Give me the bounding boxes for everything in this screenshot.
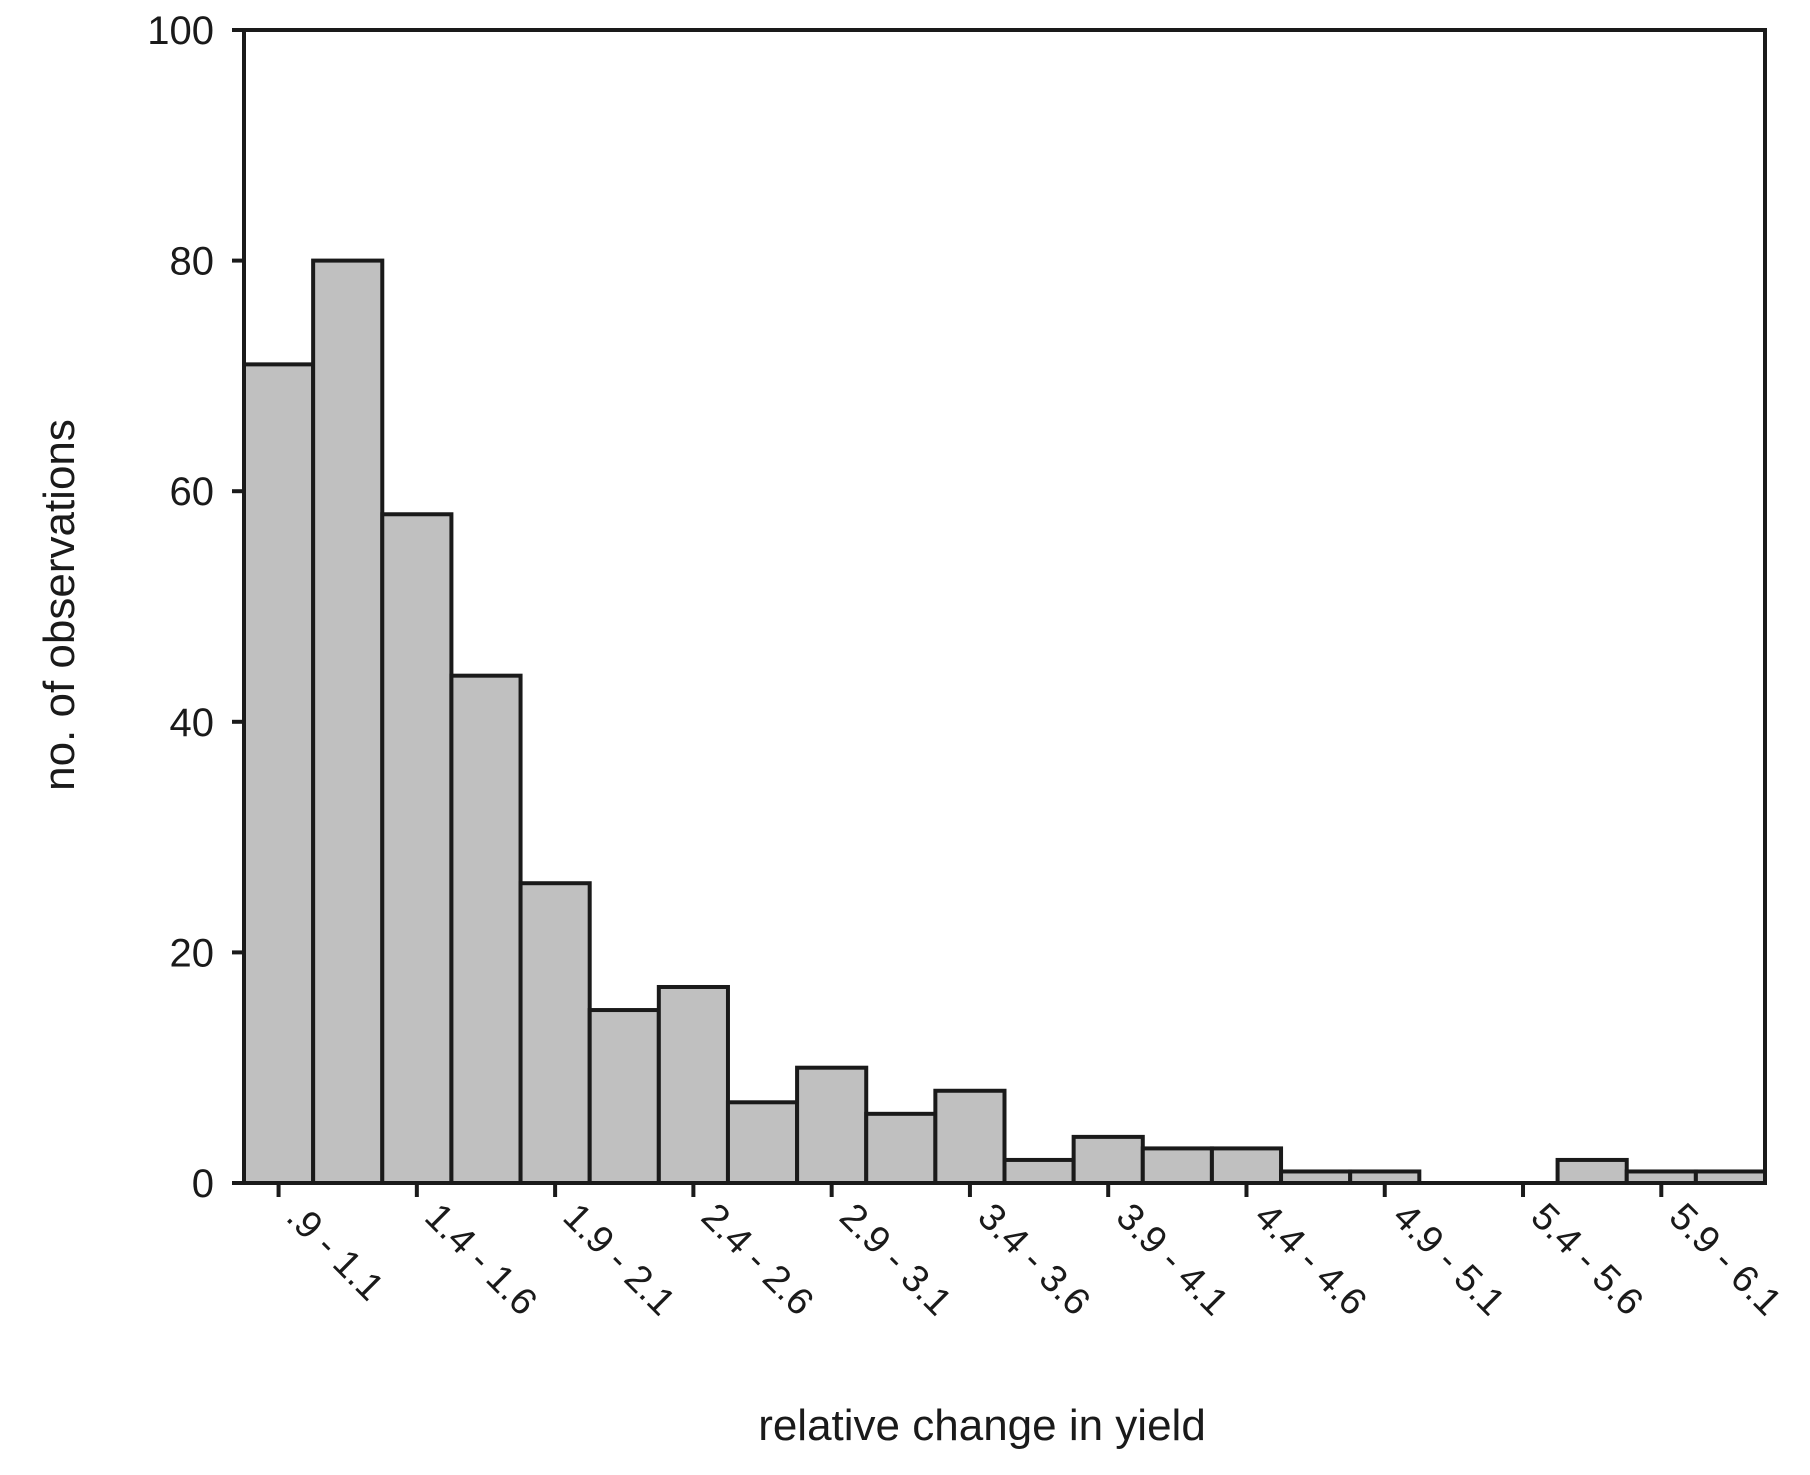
- histogram-bar: [933, 1088, 1007, 1186]
- x-tick-label: 5.4 - 5.6: [1523, 1196, 1651, 1324]
- x-tick-label: 3.4 - 3.6: [970, 1196, 1098, 1324]
- histogram-bar: [1209, 1146, 1284, 1186]
- histogram-bar: [242, 362, 316, 1185]
- bars-layer: [242, 258, 1767, 1186]
- histogram-bar: [1140, 1146, 1214, 1186]
- x-tick-label: 1.4 - 1.6: [416, 1196, 544, 1324]
- y-tick-label: 0: [192, 1162, 214, 1206]
- histogram-bar: [311, 258, 385, 1186]
- x-tick-label: 2.9 - 3.1: [831, 1196, 959, 1324]
- y-tick-label: 40: [170, 701, 215, 745]
- x-tick-label: 3.9 - 4.1: [1108, 1196, 1236, 1324]
- histogram-bar: [1071, 1134, 1145, 1186]
- x-tick-label: 5.9 - 6.1: [1661, 1196, 1789, 1324]
- x-tick-label: 4.4 - 4.6: [1246, 1196, 1374, 1324]
- histogram-bar: [725, 1100, 800, 1186]
- x-axis-title: relative change in yield: [758, 1401, 1206, 1450]
- y-tick-label: 60: [170, 470, 215, 514]
- histogram-bar: [1002, 1157, 1076, 1185]
- histogram-bar: [587, 1008, 661, 1185]
- histogram-bar: [864, 1111, 938, 1185]
- histogram-bar: [518, 881, 592, 1185]
- y-axis-title: no. of observations: [35, 419, 84, 791]
- histogram-bar: [656, 984, 730, 1185]
- y-tick-label: 80: [170, 240, 215, 284]
- histogram-bar: [380, 512, 454, 1185]
- x-tick-label: 2.4 - 2.6: [693, 1196, 821, 1324]
- histogram-bar: [795, 1065, 869, 1185]
- histogram-bar: [449, 673, 523, 1185]
- y-tick-label: 20: [170, 931, 215, 975]
- x-tick-label: .9 - 1.1: [278, 1196, 391, 1309]
- x-tick-label: 4.9 - 5.1: [1384, 1196, 1512, 1324]
- y-tick-label: 100: [147, 9, 214, 53]
- axes-layer: [232, 28, 1767, 1197]
- plot-frame: [242, 28, 1767, 1185]
- histogram-bar: [1555, 1157, 1629, 1185]
- x-tick-label: 1.9 - 2.1: [555, 1196, 683, 1324]
